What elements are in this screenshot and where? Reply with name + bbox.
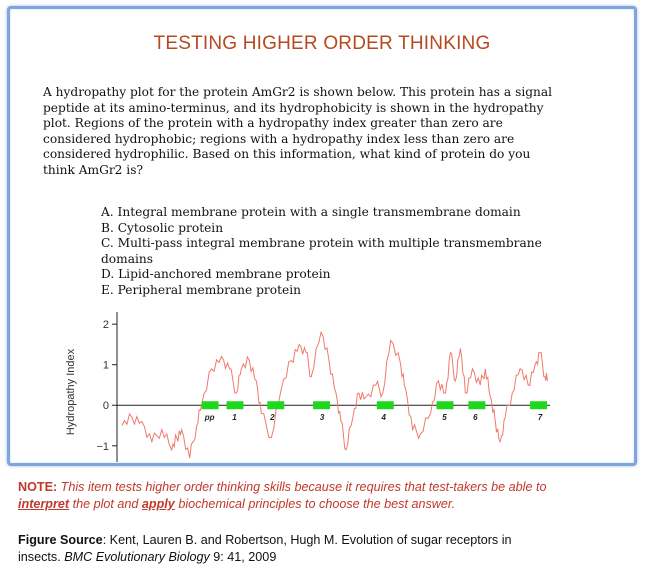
transmembrane-segment (226, 401, 244, 410)
y-tick-label: 0 (103, 400, 109, 412)
y-tick-label: 2 (103, 319, 109, 331)
option-c-continued[interactable]: domains (101, 251, 153, 266)
transmembrane-segment (468, 401, 486, 410)
transmembrane-segment (201, 401, 219, 410)
segment-label: 6 (473, 413, 478, 422)
option-c[interactable]: C. Multi-pass integral membrane protein … (101, 236, 542, 250)
y-tick-label: −1 (96, 441, 109, 453)
note-lead: NOTE: (18, 480, 58, 494)
note-body: This item tests higher order thinking sk… (57, 480, 547, 494)
answer-options: A. Integral membrane protein with a sing… (101, 205, 621, 298)
question-line: considered hydrophilic. Based on this in… (43, 147, 531, 161)
card-title: TESTING HIGHER ORDER THINKING (153, 33, 491, 54)
transmembrane-segment (436, 401, 454, 410)
note-emphasis-interpret: interpret (18, 497, 70, 511)
option-a[interactable]: A. Integral membrane protein with a sing… (101, 205, 521, 219)
y-tick-label: 1 (103, 360, 109, 372)
option-d[interactable]: D. Lipid-anchored membrane protein (101, 267, 331, 281)
hydropathy-series-line (121, 330, 549, 458)
note-body: the plot and (69, 497, 142, 511)
note-body: biochemical principles to choose the bes… (174, 497, 456, 511)
segment-label: 5 (442, 413, 447, 422)
source-text: insects. (18, 550, 65, 564)
transmembrane-segment (267, 401, 285, 410)
question-line: A hydropathy plot for the protein AmGr2 … (43, 85, 553, 99)
source-text: 9: 41, 2009 (209, 550, 277, 564)
note-emphasis-apply: apply (141, 497, 175, 511)
question-text: A hydropathy plot for the protein AmGr2 … (43, 85, 623, 178)
figure-source: Figure Source: Kent, Lauren B. and Rober… (18, 532, 643, 566)
source-text: : Kent, Lauren B. and Robertson, Hugh M.… (102, 533, 512, 547)
segment-label: 1 (232, 413, 237, 422)
option-e[interactable]: E. Peripheral membrane protein (101, 282, 301, 297)
source-lead: Figure Source (18, 533, 103, 547)
option-b[interactable]: B. Cytosolic protein (101, 220, 224, 235)
segment-label: pp (204, 413, 215, 422)
transmembrane-segment (313, 401, 331, 410)
transmembrane-segment (376, 401, 394, 410)
hydropathy-plot: Hydropathy Index 2 1 0 −1 pp 1 2 3 4 5 6 7 (65, 312, 550, 462)
question-card: TESTING HIGHER ORDER THINKING A hydropat… (7, 6, 637, 466)
segment-label: 7 (538, 413, 543, 422)
question-line: peptide at its amino-terminus, and its h… (43, 100, 544, 115)
segment-label: 4 (381, 413, 387, 422)
note-text: NOTE: This item tests higher order think… (18, 479, 643, 513)
y-axis-label: Hydropathy Index (65, 348, 77, 435)
segment-label: 2 (269, 413, 275, 422)
question-line: plot. Regions of the protein with a hydr… (43, 116, 503, 130)
transmembrane-segment (530, 401, 548, 410)
source-journal: BMC Evolutionary Biology (64, 550, 210, 564)
segment-label: 3 (320, 413, 325, 422)
question-line: considered hydrophobic; regions with a h… (43, 131, 515, 146)
question-line: think AmGr2 is? (43, 162, 143, 177)
